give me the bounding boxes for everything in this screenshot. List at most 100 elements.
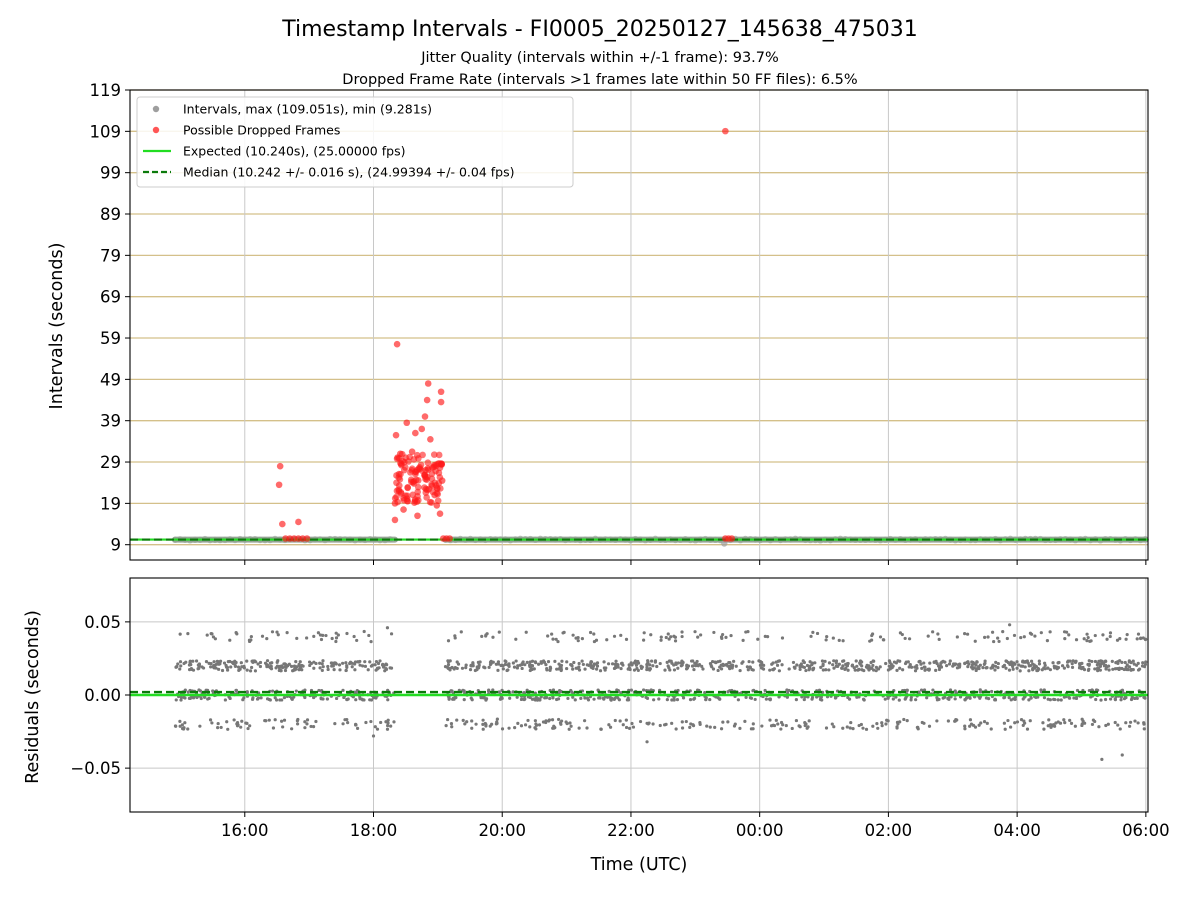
residual-point <box>691 664 695 668</box>
residual-point <box>908 662 912 667</box>
residual-point <box>934 668 938 672</box>
intervals-plot-frame <box>129 89 1149 561</box>
residual-point <box>648 668 652 672</box>
residual-point <box>1058 721 1063 725</box>
dropped-frame-point <box>403 419 411 427</box>
residual-point <box>842 659 846 663</box>
residuals-y-axis-label: Residuals (seconds) <box>23 610 43 784</box>
residual-point <box>1013 697 1017 701</box>
residual-point <box>222 661 227 665</box>
residual-point <box>1056 698 1060 702</box>
residual-point <box>179 698 183 702</box>
residual-point <box>574 666 578 670</box>
residual-point <box>355 638 359 643</box>
residual-point <box>497 690 501 694</box>
residual-point <box>610 696 614 701</box>
residual-point <box>766 635 770 639</box>
residual-point <box>862 668 866 673</box>
residual-point <box>852 666 856 670</box>
residual-point <box>748 665 752 670</box>
residual-point <box>604 666 608 670</box>
residual-point <box>831 636 835 640</box>
residual-point <box>772 723 777 728</box>
residual-point <box>278 698 282 702</box>
residual-point <box>1136 721 1140 725</box>
residual-point <box>675 698 680 702</box>
residual-point <box>1067 695 1071 700</box>
residual-point <box>1033 664 1038 668</box>
residual-point <box>186 727 190 731</box>
residual-point <box>711 667 716 671</box>
residual-point <box>1096 666 1101 670</box>
residual-point <box>955 666 960 670</box>
residual-point <box>776 722 780 726</box>
residual-point <box>471 661 475 665</box>
residual-point <box>1133 719 1137 723</box>
residual-point <box>665 697 669 702</box>
residual-point <box>501 664 505 668</box>
residual-point <box>383 669 387 673</box>
residual-point <box>203 695 207 699</box>
residual-point <box>551 637 555 641</box>
dropped-frame-point <box>415 455 422 462</box>
interval-point <box>721 540 728 547</box>
residual-point <box>794 718 799 723</box>
residual-point <box>851 727 855 731</box>
residual-point <box>595 664 600 668</box>
residual-point <box>928 661 932 665</box>
residual-point <box>1011 664 1015 669</box>
residual-point <box>1133 696 1137 701</box>
residual-point <box>577 726 581 730</box>
residual-point <box>1011 667 1015 671</box>
residual-point <box>746 630 750 634</box>
residual-point <box>496 668 500 672</box>
residual-point <box>923 668 927 672</box>
residual-point <box>973 639 977 643</box>
legend-dropped-marker <box>152 126 160 134</box>
residual-point <box>1048 630 1052 634</box>
residual-point <box>348 661 352 666</box>
residual-point <box>1143 662 1148 667</box>
residual-point <box>740 661 744 665</box>
residual-point <box>321 659 325 663</box>
residual-point <box>708 725 712 729</box>
residuals-x-tick-label: 20:00 <box>478 821 526 840</box>
residual-point <box>920 666 924 670</box>
residual-point <box>880 721 884 725</box>
residuals-x-tick-label: 18:00 <box>350 821 398 840</box>
residuals-x-tick-label: 02:00 <box>865 821 913 840</box>
residual-point <box>841 726 845 730</box>
residual-point <box>713 725 717 729</box>
residual-point <box>178 632 182 636</box>
residual-point <box>947 662 952 666</box>
residual-point <box>906 660 910 664</box>
residual-point <box>197 662 201 666</box>
residual-point <box>806 725 810 729</box>
residual-point <box>320 662 324 666</box>
residual-point <box>824 668 828 672</box>
residual-point <box>821 662 825 666</box>
residual-point <box>461 718 465 722</box>
residual-point <box>607 723 611 727</box>
residual-point <box>673 639 678 643</box>
residual-point <box>1103 659 1108 663</box>
residual-point <box>1007 696 1011 700</box>
residual-point <box>719 663 723 667</box>
residual-point <box>290 696 294 700</box>
residual-point <box>474 722 478 726</box>
residual-point <box>861 697 866 701</box>
residual-point <box>216 661 220 665</box>
residuals-x-tick-label: 04:00 <box>993 821 1041 840</box>
residual-point <box>983 635 987 639</box>
residual-point <box>834 661 838 665</box>
residual-point <box>844 662 848 667</box>
residual-point <box>653 659 658 663</box>
residual-point <box>197 688 201 692</box>
residual-point <box>757 659 761 663</box>
residual-point <box>1041 721 1045 725</box>
residual-point <box>726 664 730 668</box>
residual-point <box>629 661 633 665</box>
residual-point <box>565 666 569 671</box>
residual-point <box>386 723 390 728</box>
residual-point <box>738 726 742 730</box>
